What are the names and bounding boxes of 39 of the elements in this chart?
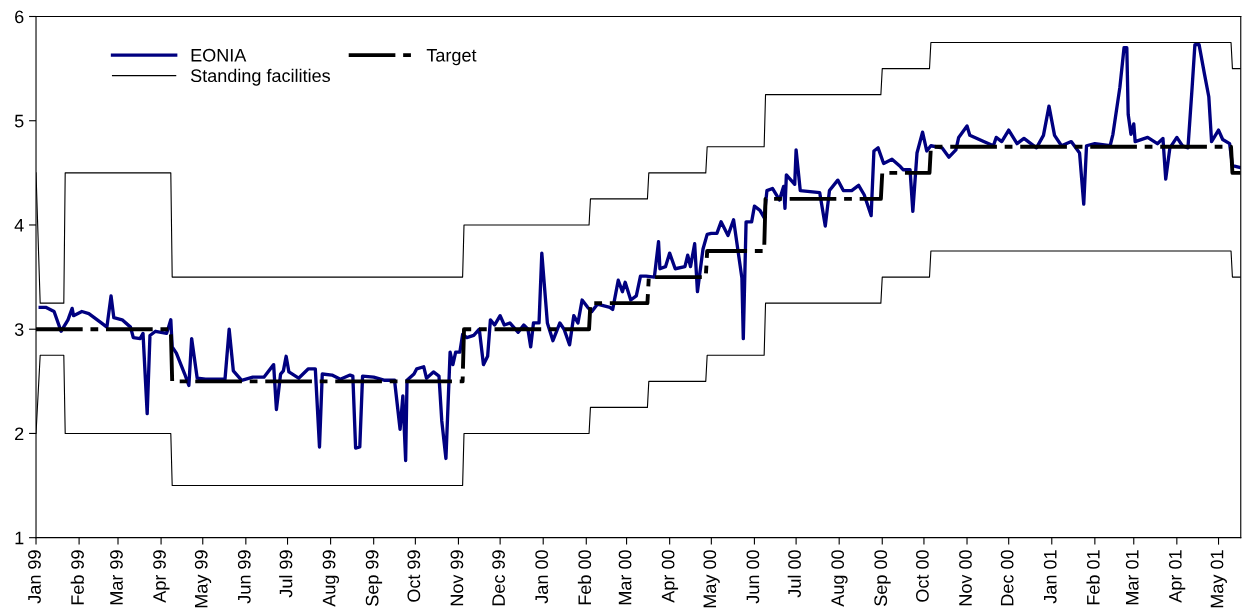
legend-label: EONIA <box>191 48 247 62</box>
x-tick-label: Mar 00 <box>618 550 632 605</box>
legend-label: Target <box>426 49 477 66</box>
x-tick-label: Aug 00 <box>831 550 848 607</box>
x-tick-label: Jun 00 <box>746 550 760 604</box>
x-tick-label: Sep 00 <box>874 550 891 606</box>
x-tick-label: Jan 00 <box>535 550 549 604</box>
y-tick-label: 3 <box>14 323 24 336</box>
x-tick-label: Jul 99 <box>279 550 293 598</box>
x-tick-label: Nov 00 <box>959 550 972 606</box>
x-tick-label: Dec 99 <box>492 550 505 606</box>
line-series <box>38 42 1241 463</box>
x-tick-label: Aug 99 <box>322 550 340 607</box>
x-tick-label: Oct 99 <box>407 550 421 602</box>
x-tick-label: Jan 01 <box>1043 550 1057 604</box>
x-tick-label: May 01 <box>1210 550 1227 608</box>
x-tick-label: Mar 01 <box>1125 550 1139 605</box>
y-tick-label: 1 <box>15 531 24 545</box>
x-tick-label: Mar 99 <box>110 550 123 605</box>
legend-label: Standing facilities <box>190 68 330 86</box>
y-tick-label: 4 <box>14 219 24 232</box>
x-tick-label: Feb 00 <box>577 550 592 605</box>
x-tick-label: Jul 00 <box>787 550 801 598</box>
x-tick-label: Oct 00 <box>916 550 929 602</box>
y-tick-label: 2 <box>15 427 24 440</box>
x-tick-label: Dec 00 <box>1000 550 1014 606</box>
y-tick-label: 6 <box>15 10 24 24</box>
x-tick-label: Sep 99 <box>365 550 383 606</box>
x-tick-label: May 00 <box>703 550 720 608</box>
x-tick-label: Apr 00 <box>661 550 679 603</box>
x-tick-label: May 99 <box>194 550 212 608</box>
x-tick-label: Apr 99 <box>153 550 170 603</box>
x-tick-label: Feb 99 <box>70 550 84 605</box>
x-tick-label: Apr 01 <box>1168 550 1186 603</box>
x-tick-label: Jun 99 <box>237 550 251 604</box>
y-tick-label: 5 <box>14 114 24 128</box>
x-tick-label: Jan 99 <box>28 550 41 604</box>
x-tick-label: Feb 01 <box>1086 550 1100 605</box>
x-tick-label: Nov 99 <box>450 550 464 606</box>
